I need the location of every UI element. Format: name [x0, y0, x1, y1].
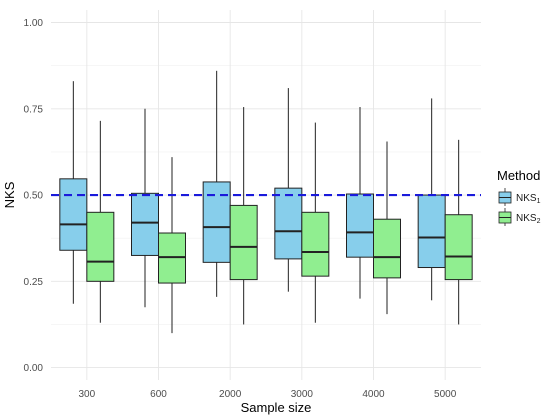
- box-group: [444, 139, 473, 325]
- x-tick-label: 2000: [219, 389, 242, 400]
- y-tick-label: 0.25: [24, 277, 44, 288]
- box: [417, 194, 446, 269]
- box-group: [131, 108, 159, 308]
- legend-label: NKS1: [516, 193, 541, 205]
- box-group: [417, 98, 446, 301]
- legend-label: NKS2: [516, 213, 541, 225]
- boxes: [59, 70, 473, 334]
- legend: Method NKS1 NKS2: [497, 168, 541, 226]
- box: [346, 193, 374, 258]
- axes: 0.00 0.25 0.50 0.75 1.00 300 600 2000 3000 4000 50…: [24, 18, 457, 400]
- y-tick-label: 0.00: [24, 363, 44, 374]
- legend-item: NKS2: [498, 208, 541, 226]
- box: [444, 214, 473, 281]
- legend-title: Method: [497, 168, 540, 183]
- box: [86, 211, 115, 282]
- legend-item: NKS1: [498, 188, 541, 206]
- x-tick-label: 300: [78, 389, 95, 400]
- box-group: [229, 107, 258, 325]
- box-group: [373, 141, 401, 315]
- box: [301, 211, 330, 277]
- box-group: [59, 81, 88, 304]
- box: [229, 204, 258, 281]
- x-tick-label: 3000: [291, 389, 314, 400]
- x-tick-label: 600: [150, 389, 167, 400]
- x-axis-title: Sample size: [241, 400, 312, 415]
- box: [274, 187, 303, 260]
- box-group: [301, 122, 330, 323]
- box-group: [86, 120, 115, 323]
- x-tick-label: 5000: [434, 389, 457, 400]
- y-tick-label: 0.50: [24, 191, 44, 202]
- box: [59, 178, 88, 251]
- y-tick-label: 1.00: [24, 18, 44, 29]
- box: [373, 218, 401, 279]
- legend-label-subscript: 2: [537, 218, 541, 225]
- box-group: [158, 157, 186, 334]
- box-group: [202, 70, 231, 297]
- box: [131, 192, 159, 256]
- y-axis-title: NKS: [2, 181, 17, 208]
- box-group: [346, 107, 374, 299]
- y-tick-label: 0.75: [24, 104, 44, 115]
- x-tick-label: 4000: [362, 389, 385, 400]
- legend-label-subscript: 1: [537, 198, 541, 205]
- box-group: [274, 88, 303, 292]
